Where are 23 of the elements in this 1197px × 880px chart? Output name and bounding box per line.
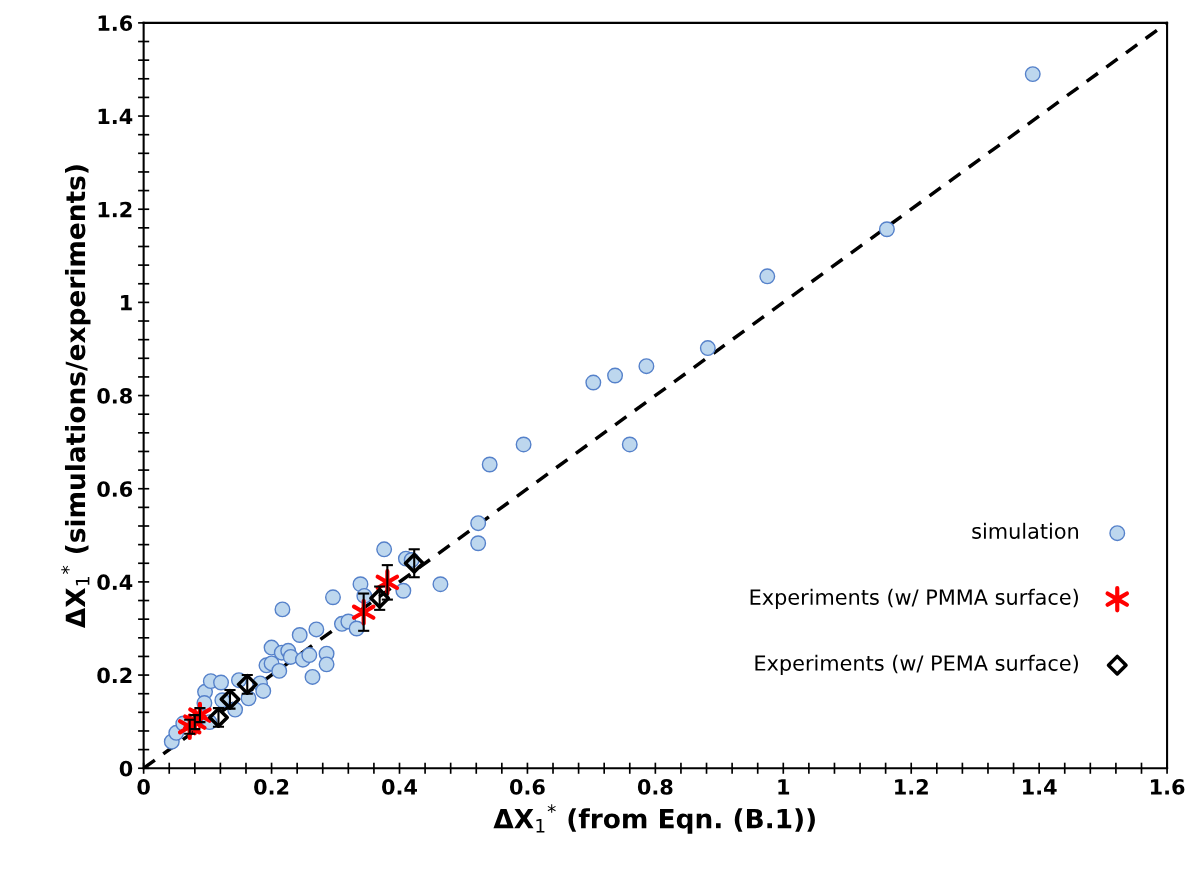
legend-label: Experiments (w/ PEMA surface): [755, 654, 1078, 675]
x-tick-label: 0.2: [254, 779, 289, 795]
x-tick-label: 1.4: [1023, 779, 1057, 795]
y-tick-label: 0.6: [97, 481, 133, 497]
x-tick-label: 0.8: [637, 779, 673, 795]
y-tick-label: 1: [121, 295, 132, 311]
y-tick-label: 0.4: [97, 574, 133, 591]
x-tick-label: 1: [778, 779, 790, 795]
y-tick-label: 0.2: [97, 667, 132, 684]
x-tick-label: 0.6: [509, 779, 545, 795]
x-tick-label: 1.6: [1150, 779, 1185, 795]
x-tick-label: 0: [137, 779, 150, 795]
y-tick-label: 1.6: [98, 15, 133, 32]
x-tick-label: 0.4: [382, 779, 417, 795]
y-tick-label: 0: [119, 760, 133, 777]
x-axis-title: ΔX$_{1}$$^{*}$ (from Eqn. (B.1)): [493, 804, 815, 834]
legend-label: Experiments (w/ PMMA surface): [750, 588, 1078, 609]
y-axis-title: ΔX$_{1}$$^{*}$ (simulations/experiments): [61, 165, 91, 629]
legend-label: simulation: [972, 522, 1078, 539]
x-tick-label: 1.2: [895, 779, 928, 795]
y-tick-label: 1.2: [98, 201, 132, 218]
y-tick-label: 1.4: [98, 108, 133, 124]
y-tick-label: 0.8: [97, 388, 132, 404]
